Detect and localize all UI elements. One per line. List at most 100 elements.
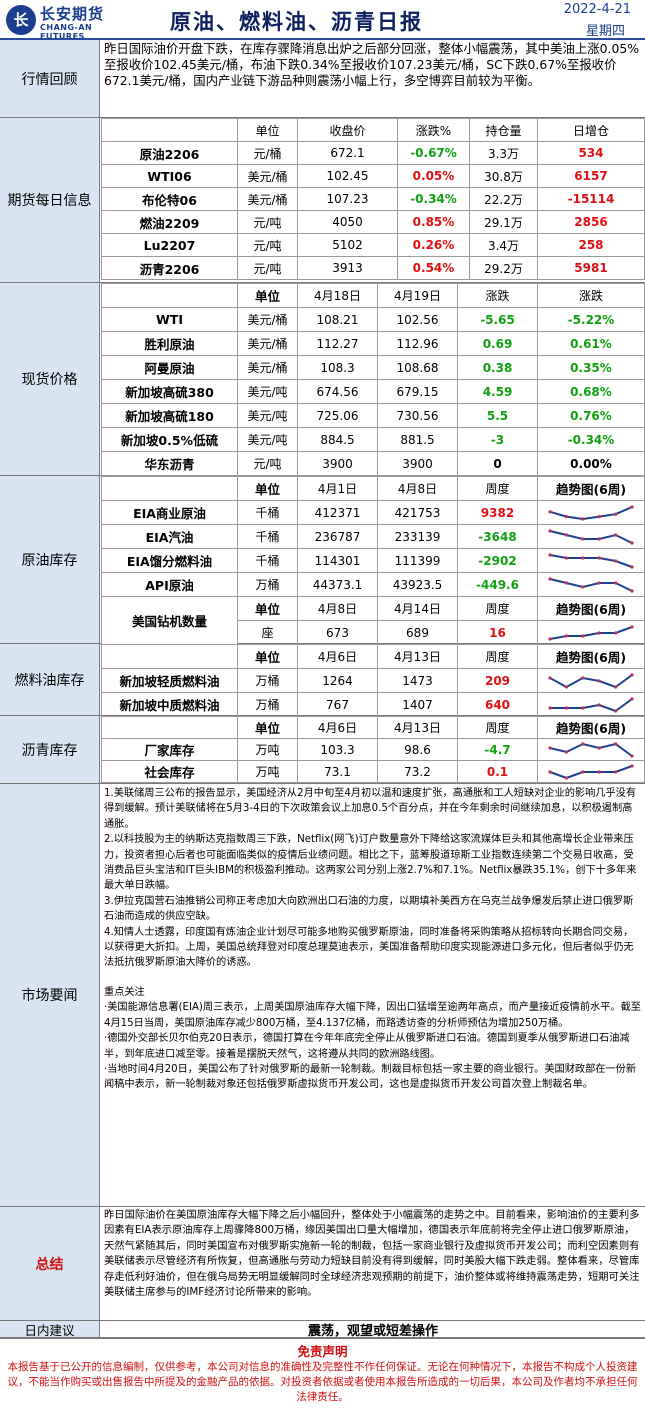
market-news-section: 市场要闻 1.美联储周三公布的报告显示，美国经济从2月中旬至4月初以温和速度扩张… <box>0 784 645 1207</box>
trend-sparkline <box>548 576 634 593</box>
table-row: 座 673 689 16 <box>102 620 645 645</box>
sparkline-point <box>614 558 618 563</box>
table-row: 厂家库存 万吨 103.3 98.6 -4.7 <box>101 738 645 761</box>
change-abs: 4.59 <box>457 379 538 404</box>
focus-item: ·当地时间4月20日，美国公布了针对俄罗斯的最新一轮制裁。制裁目标包括一家主要的… <box>104 1063 637 1091</box>
item-name: 新加坡轻质燃料油 <box>101 668 238 693</box>
asphalt-inventory-section: 沥青库存 单位 4月6日 4月13日 周度 趋势图(6周) 厂家库存 万吨 103.3 98.6… <box>0 716 645 784</box>
change-pct: 0.05% <box>397 164 470 188</box>
sparkline-point <box>581 633 585 638</box>
trend-cell <box>537 620 645 645</box>
fuel-inventory-section: 燃料油库存 单位 4月6日 4月13日 周度 趋势图(6周) 新加坡轻质燃料油 万桶 1264… <box>0 644 645 717</box>
column-header <box>101 118 238 142</box>
value-prev: 236787 <box>297 524 378 549</box>
column-header: 日增仓 <box>537 118 645 142</box>
value-prev: 767 <box>297 692 378 717</box>
column-header <box>101 644 238 669</box>
table-row: WTI06 美元/桶 102.45 0.05% 30.8万 6157 <box>101 164 645 188</box>
advice-text: 震荡，观望或短差操作 <box>307 1323 438 1339</box>
sparkline-line <box>549 673 633 688</box>
weekly-change: 16 <box>457 620 538 645</box>
item-name: EIA汽油 <box>101 524 238 549</box>
spot-price-section: 现货价格 单位 4月18日 4月19日 涨跌 涨跌 WTI 美元/桶 108.21 102.56… <box>0 283 645 476</box>
sparkline-point <box>581 555 585 560</box>
change-abs: 0 <box>457 451 538 476</box>
contract-name: 原油2206 <box>101 141 238 165</box>
price-curr: 730.56 <box>377 403 458 428</box>
sparkline-point <box>614 708 618 713</box>
price-prev: 884.5 <box>297 427 378 452</box>
fuel-inventory-table: 单位 4月6日 4月13日 周度 趋势图(6周) 新加坡轻质燃料油 万桶 1264 1473 20… <box>101 644 645 717</box>
item-name: EIA馏分燃料油 <box>101 548 238 573</box>
item-name: API原油 <box>101 572 238 597</box>
sparkline-line <box>549 625 633 640</box>
close-price: 672.1 <box>297 141 398 165</box>
spot-table: 单位 4月18日 4月19日 涨跌 涨跌 WTI 美元/桶 108.21 102.56 -5.65… <box>101 283 645 476</box>
trend-sparkline <box>548 624 634 641</box>
open-interest: 3.4万 <box>469 233 538 257</box>
sparkline-point <box>548 509 552 513</box>
sparkline-point <box>630 753 634 758</box>
contract-name: Lu2207 <box>101 233 238 257</box>
value-curr: 1473 <box>377 668 458 693</box>
sparkline-line <box>549 553 633 568</box>
focus-item: ·美国能源信息署(EIA)周三表示，上周美国原油库存大幅下降，因出口猛增至逾两年… <box>104 1002 641 1029</box>
section-label: 期货每日信息 <box>0 118 100 282</box>
table-row: 布伦特06 美元/桶 107.23 -0.34% 22.2万 -15114 <box>101 187 645 211</box>
column-header: 4月13日 <box>377 716 458 739</box>
contract-name: 燃油2209 <box>101 210 238 234</box>
column-header: 周度 <box>457 644 538 669</box>
price-curr: 679.15 <box>377 379 458 404</box>
value-prev: 114301 <box>297 548 378 573</box>
review-text: 昨日国际油价开盘下跌，在库存骤降消息出炉之后部分回涨，整体小幅震荡，其中美油上涨… <box>104 41 639 88</box>
unit: 千桶 <box>237 548 298 573</box>
disclaimer-title: 免责声明 <box>297 1344 348 1359</box>
disclaimer: 免责声明 本报告基于已公开的信息编制，仅供参考，本公司对信息的准确性及完整性不作… <box>0 1338 645 1410</box>
column-header: 单位 <box>237 118 298 142</box>
column-header: 趋势图(6周) <box>537 596 645 621</box>
table-row: 新加坡高硫380 美元/吨 674.56 679.15 4.59 0.68% <box>101 379 645 404</box>
value-curr: 421753 <box>377 500 458 525</box>
weekly-change: 209 <box>457 668 538 693</box>
unit: 座 <box>237 620 298 645</box>
column-header: 4月8日 <box>297 596 378 621</box>
unit: 万吨 <box>237 738 298 761</box>
sparkline-point <box>614 684 618 689</box>
table-row: EIA馏分燃料油 千桶 114301 111399 -2902 <box>101 548 645 573</box>
price-prev: 112.27 <box>297 331 378 356</box>
open-interest: 22.2万 <box>469 187 538 211</box>
price-curr: 112.96 <box>377 331 458 356</box>
sparkline-point <box>581 769 585 774</box>
weekly-change: 0.1 <box>457 760 538 783</box>
product-name: 胜利原油 <box>101 331 238 356</box>
unit: 万桶 <box>237 692 298 717</box>
weekly-change: 9382 <box>457 500 538 525</box>
sparkline-point <box>614 741 618 746</box>
sparkline-point <box>630 540 634 545</box>
oi-change: 534 <box>537 141 645 165</box>
trend-cell <box>537 692 645 717</box>
product-name: 新加坡0.5%低硫 <box>101 427 238 452</box>
contract-name: WTI06 <box>101 164 238 188</box>
change-abs: 0.69 <box>457 331 538 356</box>
sparkline-point <box>614 532 618 537</box>
table-row: Lu2207 元/吨 5102 0.26% 3.4万 258 <box>101 233 645 257</box>
unit: 美元/吨 <box>237 403 298 428</box>
change-pct: -0.67% <box>397 141 470 165</box>
sparkline-line <box>549 742 633 757</box>
column-header: 4月8日 <box>377 476 458 501</box>
table-row: 新加坡中质燃料油 万桶 767 1407 640 <box>101 692 645 717</box>
price-prev: 674.56 <box>297 379 378 404</box>
table-row: WTI 美元/桶 108.21 102.56 -5.65 -5.22% <box>101 307 645 332</box>
section-label: 日内建议 <box>0 1321 100 1338</box>
sparkline-point <box>597 630 601 635</box>
product-name: 新加坡高硫180 <box>101 403 238 428</box>
summary-text: 昨日国际油价在美国原油库存大幅下降之后小幅回升，整体处于小幅震荡的走势之中。目前… <box>104 1209 640 1299</box>
sparkline-point <box>581 584 585 589</box>
sparkline-line <box>549 529 633 544</box>
price-curr: 102.56 <box>377 307 458 332</box>
sparkline-point <box>630 696 634 701</box>
value-curr: 233139 <box>377 524 458 549</box>
focus-title: 重点关注 <box>104 986 145 998</box>
trend-sparkline <box>548 696 634 713</box>
